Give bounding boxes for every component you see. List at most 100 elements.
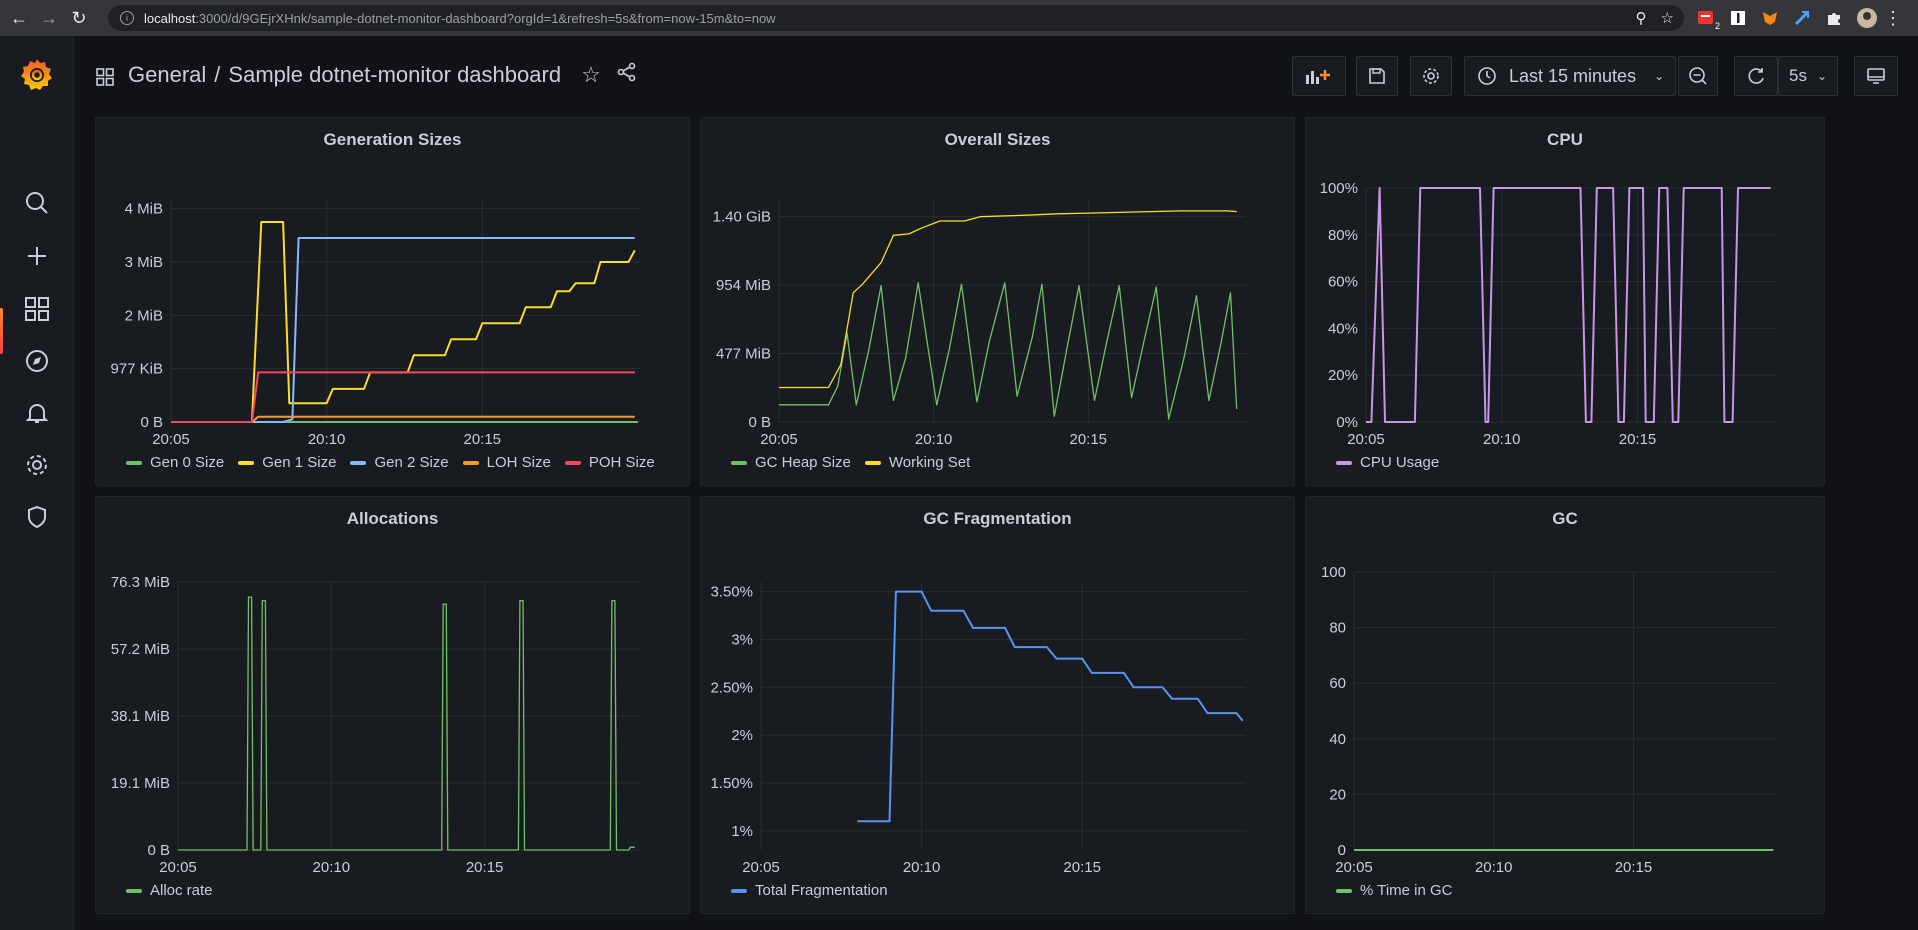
- panel-gc-fragmentation[interactable]: GC Fragmentation 1% 1.50% 2% 2.50% 3% 3.50% 20…: [700, 496, 1295, 914]
- extension-i-icon[interactable]: [1728, 7, 1748, 29]
- legend: % Time in GC: [1336, 882, 1453, 899]
- y-tick-label: 40%: [1328, 320, 1358, 337]
- chevron-down-icon: ⌄: [1816, 69, 1828, 83]
- browser-menu-icon[interactable]: ⋮: [1884, 7, 1902, 28]
- page-title[interactable]: Sample dotnet-monitor dashboard: [228, 62, 562, 87]
- reload-icon[interactable]: ↻: [71, 7, 87, 28]
- refresh-button[interactable]: [1734, 56, 1778, 96]
- legend-label: Total Fragmentation: [755, 882, 888, 899]
- time-range-picker[interactable]: Last 15 minutes ⌄: [1464, 56, 1676, 96]
- y-tick-label: 2.50%: [710, 679, 753, 696]
- extensions-puzzle-icon[interactable]: [1824, 7, 1844, 29]
- y-tick-label: 3.50%: [710, 584, 753, 601]
- x-tick-label: 20:15: [1615, 859, 1653, 876]
- x-tick-label: 20:05: [760, 431, 798, 448]
- server-admin-shield-icon[interactable]: [22, 502, 52, 532]
- legend-swatch: [126, 888, 142, 893]
- site-info-icon[interactable]: i: [120, 11, 134, 25]
- x-tick-label: 20:10: [1483, 431, 1521, 448]
- y-tick-label: 20%: [1328, 367, 1358, 384]
- save-dashboard-button[interactable]: [1356, 56, 1398, 96]
- forward-icon[interactable]: →: [40, 7, 58, 28]
- share-icon[interactable]: [617, 62, 637, 88]
- save-icon: [1369, 68, 1385, 84]
- legend-item[interactable]: LOH Size: [462, 454, 551, 471]
- y-tick-label: 0 B: [140, 414, 163, 431]
- panel-generation-sizes[interactable]: Generation Sizes 0 B 977 KiB 2 MiB 3 MiB 4 M…: [95, 117, 690, 486]
- legend-item[interactable]: Total Fragmentation: [731, 882, 888, 899]
- star-icon[interactable]: ☆: [581, 62, 601, 87]
- profile-avatar[interactable]: [1856, 7, 1878, 29]
- legend-item[interactable]: % Time in GC: [1336, 882, 1453, 899]
- zoom-out-button[interactable]: [1678, 56, 1718, 96]
- y-tick-label: 60%: [1328, 274, 1358, 291]
- add-panel-button[interactable]: [1292, 56, 1346, 96]
- breadcrumb-separator: /: [214, 62, 221, 87]
- legend-swatch: [462, 460, 479, 465]
- panel-title[interactable]: Allocations: [346, 509, 439, 528]
- legend-item[interactable]: CPU Usage: [1336, 454, 1439, 471]
- x-tick-label: 20:15: [466, 859, 504, 876]
- explore-compass-icon[interactable]: [22, 346, 52, 376]
- x-tick-label: 20:05: [742, 859, 780, 876]
- extension-arrow-icon[interactable]: [1792, 7, 1812, 29]
- grafana-logo-icon[interactable]: [19, 56, 55, 92]
- panel-allocations[interactable]: Allocations 0 B 19.1 MiB 38.1 MiB 57.2 MiB 7…: [95, 496, 690, 914]
- legend-swatch: [1336, 888, 1352, 893]
- panel-title[interactable]: GC Fragmentation: [923, 509, 1072, 528]
- legend-item[interactable]: Gen 0 Size: [126, 454, 224, 471]
- series-line-cpu-usage[interactable]: [1366, 187, 1771, 423]
- y-tick-label: 80: [1329, 620, 1346, 637]
- panel-title[interactable]: Overall Sizes: [944, 130, 1051, 149]
- bookmark-star-icon[interactable]: ☆: [1660, 10, 1674, 27]
- x-tick-label: 20:10: [903, 859, 941, 876]
- y-tick-label: 3 MiB: [125, 254, 163, 271]
- legend-item[interactable]: POH Size: [564, 454, 655, 471]
- series-line-alloc-rate[interactable]: [178, 596, 635, 851]
- legend-item[interactable]: GC Heap Size: [731, 454, 851, 471]
- panel-cpu[interactable]: CPU 0% 20% 40% 60% 80% 100% 20:05 20:10 20:15 CP…: [1305, 117, 1825, 486]
- series-line-gen-2-size[interactable]: [171, 237, 635, 423]
- cycle-view-mode-button[interactable]: [1854, 56, 1898, 96]
- panel-overall-sizes[interactable]: Overall Sizes 0 B 477 MiB 954 MiB 1.40 GiB 2…: [700, 117, 1295, 486]
- breadcrumb-folder[interactable]: General: [128, 62, 207, 87]
- x-tick-label: 20:05: [1335, 859, 1373, 876]
- search-icon[interactable]: [22, 188, 52, 218]
- url-path: :3000/d/9GEjrXHnk/sample-dotnet-monitor-…: [195, 10, 776, 26]
- y-tick-label: 20: [1329, 786, 1346, 803]
- extension-red-icon[interactable]: 2: [1696, 7, 1720, 31]
- back-icon[interactable]: ←: [10, 7, 28, 28]
- panel-title[interactable]: Generation Sizes: [323, 130, 462, 149]
- refresh-interval-picker[interactable]: 5s ⌄: [1778, 56, 1838, 96]
- y-tick-label: 0%: [1336, 414, 1358, 431]
- chevron-down-icon: ⌄: [1654, 69, 1665, 83]
- extension-fox-icon[interactable]: [1760, 7, 1780, 29]
- series-line-total-fragmentation[interactable]: [857, 590, 1244, 823]
- series-line-gc-heap-size[interactable]: [779, 282, 1238, 420]
- panel-title[interactable]: GC: [1552, 509, 1578, 528]
- address-bar[interactable]: i localhost:3000/d/9GEjrXHnk/sample-dotn…: [108, 5, 1684, 31]
- configuration-gear-icon[interactable]: [22, 450, 52, 480]
- panel-gc[interactable]: GC 0 20 40 60 80 100 20:05 20:10 20:15 % Time in…: [1305, 496, 1825, 914]
- legend-item[interactable]: Alloc rate: [126, 882, 213, 899]
- settings-gear-icon: [1423, 68, 1439, 84]
- dashboards-grid-icon[interactable]: [22, 294, 52, 324]
- legend-item[interactable]: Gen 1 Size: [238, 454, 336, 471]
- y-tick-label: 477 MiB: [716, 346, 771, 363]
- y-tick-label: 76.3 MiB: [111, 574, 170, 591]
- x-tick-label: 20:15: [1619, 431, 1657, 448]
- sidebar-active-indicator: [0, 308, 3, 354]
- alerting-bell-icon[interactable]: [22, 398, 52, 428]
- create-plus-icon[interactable]: [22, 241, 52, 271]
- legend-item[interactable]: Gen 2 Size: [350, 454, 449, 471]
- dashboard-settings-button[interactable]: [1410, 56, 1452, 96]
- legend-item[interactable]: Working Set: [864, 454, 970, 471]
- x-tick-label: 20:15: [1069, 431, 1107, 448]
- series-line-gen-1-size[interactable]: [171, 221, 636, 423]
- series-line-poh-size[interactable]: [171, 371, 635, 423]
- zoom-icon[interactable]: ⚲: [1635, 10, 1647, 27]
- series-line-working-set[interactable]: [779, 210, 1237, 389]
- monitor-icon: [1867, 68, 1885, 84]
- panel-title[interactable]: CPU: [1547, 130, 1583, 149]
- legend-label: GC Heap Size: [755, 454, 851, 471]
